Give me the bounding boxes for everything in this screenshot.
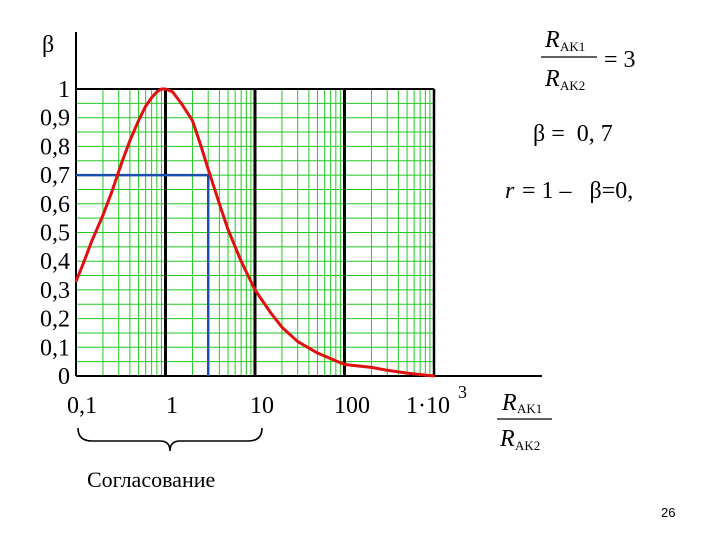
data-point — [144, 105, 147, 108]
y-tick-label: 0,9 — [40, 106, 70, 132]
y-tick-label: 0,7 — [40, 163, 70, 189]
data-point — [81, 262, 85, 266]
y-tick-label: 0,4 — [40, 249, 70, 275]
x-tick-labels: 0,1 1 10 100 1·10 — [67, 393, 450, 419]
y-tick-labels: 0 0,10,2 0,3 0,40,5 0,6 0,7 0,80,9 1 — [40, 77, 70, 390]
x-tick-label: 1 — [166, 393, 178, 419]
axes — [75, 32, 542, 377]
data-point — [386, 369, 389, 372]
data-point — [218, 202, 221, 205]
data-point — [180, 102, 183, 105]
ratio-numerator-sub: AK1 — [560, 39, 585, 54]
data-point — [121, 159, 124, 162]
x-tick-label: 0,1 — [67, 393, 97, 419]
ratio-annotation: R AK1 R AK2 = 3 — [541, 27, 636, 93]
y-tick-label: 0,5 — [40, 221, 70, 247]
x-label-denominator-var: R — [499, 426, 515, 452]
y-tick-label: 0 — [58, 364, 70, 390]
y-axis-label: β — [42, 32, 54, 58]
marker-lines — [76, 173, 210, 376]
y-tick-label: 1 — [58, 77, 70, 103]
data-point — [226, 228, 230, 231]
data-point — [90, 239, 93, 243]
data-point — [160, 87, 163, 91]
x-axis-label: R AK1 R AK2 — [497, 390, 552, 453]
x-tick-exponent: 3 — [458, 382, 467, 402]
data-point — [137, 119, 140, 122]
x-label-numerator-var: R — [501, 390, 517, 416]
data-point — [239, 260, 243, 263]
y-tick-label: 0,6 — [40, 192, 70, 218]
ratio-denominator-var: R — [544, 66, 560, 92]
beta-0.7-marker — [76, 173, 210, 376]
r-variable: r — [505, 178, 515, 204]
data-point — [296, 340, 299, 343]
y-tick-label: 0,3 — [40, 278, 70, 304]
series-layer — [74, 87, 436, 378]
data-point — [74, 280, 78, 283]
data-point — [316, 351, 319, 355]
x-tick-label: 10 — [250, 393, 274, 419]
beta-annotation: β = 0, 7 — [533, 121, 613, 147]
data-point — [110, 191, 113, 194]
brace — [77, 427, 263, 452]
data-point — [128, 139, 132, 142]
x-label-denominator-sub: AK2 — [515, 438, 540, 453]
data-point — [280, 326, 284, 329]
major-grid — [76, 88, 436, 376]
data-point — [150, 96, 153, 99]
x-tick-label: 100 — [334, 393, 370, 419]
y-tick-label: 0,2 — [40, 307, 70, 333]
brace-label: Согласование — [87, 467, 215, 492]
r-annotation: r = 1 – β=0, — [505, 178, 633, 204]
x-label-numerator-sub: AK1 — [517, 401, 542, 416]
data-point — [269, 311, 272, 315]
data-point — [405, 371, 409, 375]
data-point — [199, 145, 203, 148]
data-point — [171, 90, 174, 94]
ratio-value: = 3 — [604, 47, 636, 73]
data-point — [207, 168, 210, 171]
data-point — [155, 90, 159, 94]
r-expression: = 1 – β=0, — [516, 178, 633, 204]
slide-number: 26 — [661, 505, 675, 520]
y-tick-label: 0,8 — [40, 134, 70, 160]
data-point — [343, 363, 346, 366]
data-point — [191, 119, 194, 122]
data-point — [164, 87, 167, 91]
data-point — [101, 214, 105, 217]
data-point — [253, 288, 257, 292]
y-tick-label: 0,1 — [40, 335, 70, 361]
ratio-numerator-var: R — [544, 27, 560, 53]
data-point — [370, 366, 373, 369]
x-tick-label: 1·10 — [406, 393, 450, 419]
data-point — [432, 374, 436, 378]
ratio-denominator-sub: AK2 — [560, 78, 585, 93]
